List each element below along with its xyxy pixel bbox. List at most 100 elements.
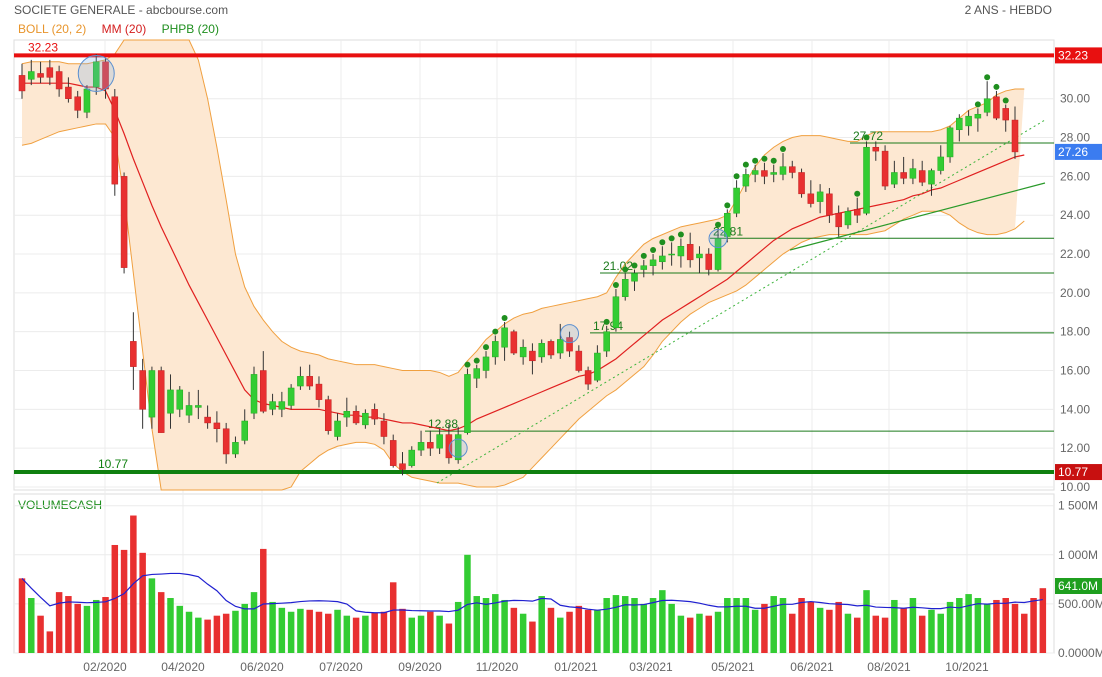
volume-bar[interactable] — [102, 597, 109, 653]
volume-bar[interactable] — [352, 617, 360, 653]
candle-body[interactable] — [872, 146, 880, 152]
volume-bar[interactable] — [557, 617, 564, 653]
volume-bar[interactable] — [519, 613, 527, 653]
candle-body[interactable] — [779, 166, 787, 175]
candle-body[interactable] — [343, 411, 351, 418]
volume-bar[interactable] — [501, 599, 508, 653]
candle-body[interactable] — [510, 331, 518, 354]
candle-body[interactable] — [733, 187, 740, 214]
candle-body[interactable] — [250, 374, 258, 414]
volume-bar[interactable] — [1011, 603, 1019, 653]
volume-bar[interactable] — [844, 613, 852, 653]
candle-body[interactable] — [37, 73, 44, 78]
candle-body[interactable] — [111, 96, 119, 185]
volume-bar[interactable] — [918, 615, 926, 653]
volume-bar[interactable] — [872, 615, 880, 653]
candle-body[interactable] — [844, 211, 852, 226]
candle-body[interactable] — [120, 176, 128, 268]
candle-body[interactable] — [566, 337, 573, 352]
volume-bar[interactable] — [371, 612, 378, 653]
volume-bar[interactable] — [482, 598, 490, 653]
volume-bar[interactable] — [816, 607, 824, 653]
volume-bar[interactable] — [529, 621, 536, 653]
volume-bar[interactable] — [798, 598, 805, 653]
volume-bar[interactable] — [343, 615, 351, 653]
volume-bar[interactable] — [566, 611, 573, 653]
volume-bar[interactable] — [1021, 613, 1028, 653]
candle-body[interactable] — [389, 440, 397, 466]
candle-body[interactable] — [74, 96, 81, 111]
volume-bar[interactable] — [92, 599, 100, 653]
candle-body[interactable] — [575, 350, 583, 371]
candle-body[interactable] — [185, 405, 193, 416]
candle-body[interactable] — [770, 172, 777, 175]
candle-body[interactable] — [974, 113, 982, 119]
volume-bar[interactable] — [965, 594, 972, 653]
volume-bar[interactable] — [993, 599, 1000, 653]
volume-bar[interactable] — [55, 592, 63, 653]
volume-bar[interactable] — [594, 609, 601, 653]
candle-body[interactable] — [798, 172, 805, 195]
volume-bar[interactable] — [891, 599, 898, 653]
volume-bar[interactable] — [222, 613, 230, 653]
volume-bar[interactable] — [1039, 588, 1047, 653]
candle-body[interactable] — [130, 341, 137, 367]
candle-body[interactable] — [640, 265, 648, 270]
candle-body[interactable] — [677, 246, 685, 257]
candle-body[interactable] — [492, 341, 499, 358]
volume-bar[interactable] — [139, 552, 146, 653]
volume-bar[interactable] — [668, 603, 675, 653]
volume-bar[interactable] — [204, 619, 211, 653]
volume-bar[interactable] — [362, 615, 369, 653]
volume-bar[interactable] — [853, 617, 861, 653]
candle-body[interactable] — [993, 96, 1000, 119]
candle-body[interactable] — [937, 156, 945, 171]
candle-body[interactable] — [705, 253, 713, 270]
candle-body[interactable] — [241, 420, 248, 441]
candle-body[interactable] — [148, 370, 156, 418]
volume-bar[interactable] — [334, 609, 341, 653]
candle-body[interactable] — [83, 88, 91, 113]
candle-body[interactable] — [454, 434, 462, 461]
candle-body[interactable] — [668, 253, 675, 256]
volume-bar[interactable] — [74, 603, 81, 653]
volume-bar[interactable] — [547, 607, 555, 653]
candle-body[interactable] — [816, 191, 824, 202]
candle-body[interactable] — [649, 259, 657, 266]
volume-bar[interactable] — [1030, 598, 1037, 653]
volume-bar[interactable] — [881, 617, 889, 653]
candle-body[interactable] — [891, 172, 898, 185]
candle-body[interactable] — [696, 253, 703, 259]
candle-body[interactable] — [306, 376, 313, 387]
candle-body[interactable] — [751, 170, 759, 175]
candle-body[interactable] — [297, 376, 304, 387]
volume-bar[interactable] — [928, 609, 935, 653]
volume-bar[interactable] — [807, 601, 815, 653]
candle-body[interactable] — [362, 412, 369, 426]
candle-body[interactable] — [789, 166, 796, 173]
candle-body[interactable] — [55, 71, 63, 90]
candle-body[interactable] — [408, 449, 416, 466]
volume-bar[interactable] — [297, 608, 304, 653]
candle-body[interactable] — [714, 238, 722, 270]
volume-bar[interactable] — [826, 609, 833, 653]
volume-bar[interactable] — [436, 615, 443, 653]
volume-bar[interactable] — [538, 596, 545, 653]
volume-bar[interactable] — [659, 590, 666, 653]
volume-bar[interactable] — [900, 607, 907, 653]
legend-phpb[interactable]: PHPB (20) — [161, 22, 219, 36]
volume-bar[interactable] — [724, 598, 731, 653]
candle-body[interactable] — [28, 71, 35, 80]
candle-body[interactable] — [835, 212, 842, 228]
candle-body[interactable] — [380, 420, 388, 437]
candle-body[interactable] — [260, 370, 267, 412]
volume-bar[interactable] — [677, 615, 685, 653]
volume-bar[interactable] — [946, 601, 954, 653]
volume-bar[interactable] — [956, 598, 963, 653]
candle-body[interactable] — [399, 463, 406, 470]
volume-bar[interactable] — [983, 603, 991, 653]
volume-bar[interactable] — [408, 617, 416, 653]
candle-body[interactable] — [1011, 119, 1019, 153]
candle-body[interactable] — [621, 279, 629, 297]
candle-body[interactable] — [909, 168, 917, 179]
